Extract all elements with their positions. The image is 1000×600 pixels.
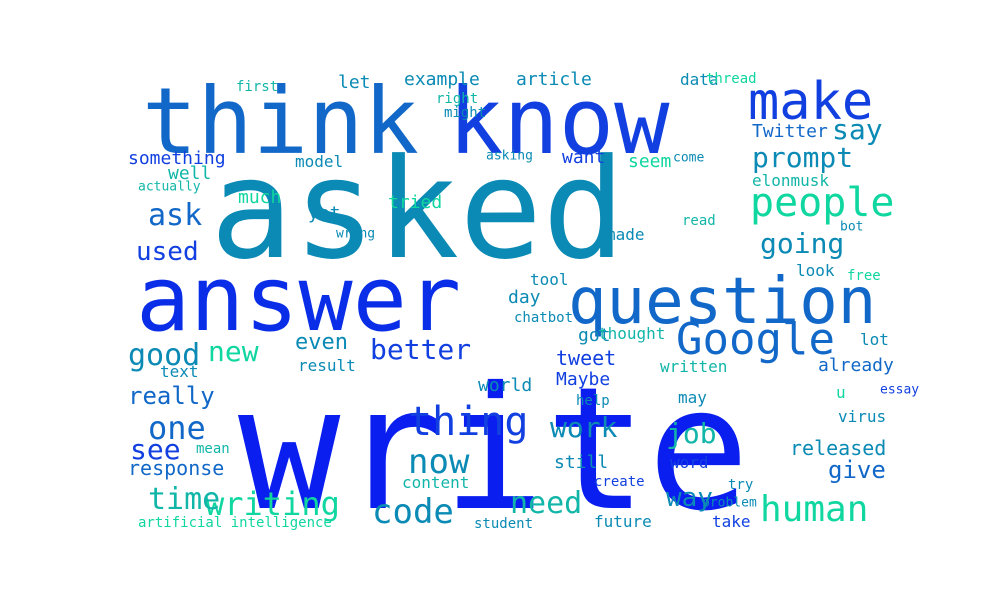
cloud-word-prompt: prompt	[752, 141, 854, 174]
cloud-word-think: think	[142, 68, 419, 175]
cloud-word-text: text	[160, 362, 199, 381]
cloud-word-bot: bot	[840, 219, 864, 235]
cloud-word-tool: tool	[530, 270, 569, 289]
cloud-word-read: read	[682, 213, 716, 229]
cloud-word-work: work	[550, 411, 618, 444]
cloud-word-answer: answer	[136, 247, 462, 352]
cloud-word-got: got	[578, 325, 611, 346]
cloud-word-people: people	[750, 180, 895, 226]
cloud-word-need: need	[510, 486, 583, 521]
cloud-word-thing: thing	[408, 399, 529, 445]
cloud-word-yet: yet	[308, 203, 341, 224]
cloud-word-time: time	[148, 482, 221, 517]
cloud-word-let: let	[338, 72, 371, 93]
cloud-word-first: first	[236, 79, 279, 95]
cloud-word-well: well	[168, 163, 212, 184]
cloud-word-create: create	[594, 474, 645, 490]
cloud-word-new: new	[208, 335, 259, 368]
cloud-word-know: know	[448, 68, 670, 175]
cloud-word-future: future	[594, 512, 652, 531]
cloud-word-right: right	[436, 91, 479, 107]
cloud-word-content: content	[402, 473, 470, 492]
cloud-word-see: see	[130, 433, 181, 466]
cloud-word-written: written	[660, 357, 728, 376]
cloud-word-virus: virus	[838, 407, 887, 426]
cloud-word-twitter: Twitter	[752, 121, 828, 142]
cloud-word-model: model	[295, 152, 344, 171]
cloud-word-even: even	[295, 330, 348, 355]
cloud-word-want: want	[562, 147, 606, 168]
cloud-word-come: come	[673, 150, 705, 166]
cloud-word-really: really	[128, 382, 215, 410]
cloud-word-result: result	[298, 356, 356, 375]
cloud-word-good: good	[128, 338, 201, 373]
cloud-word-way: way	[666, 483, 713, 513]
cloud-word-better: better	[370, 333, 472, 366]
cloud-word-now: now	[408, 442, 470, 482]
cloud-word-u: u	[836, 383, 846, 402]
cloud-word-job: job	[666, 417, 717, 450]
cloud-word-released: released	[790, 436, 887, 460]
cloud-word-tried: tried	[388, 192, 443, 213]
cloud-word-asking: asking	[486, 148, 533, 164]
cloud-word-one: one	[148, 409, 206, 447]
cloud-word-something: something	[128, 148, 226, 169]
cloud-word-much: much	[238, 187, 282, 208]
cloud-word-data: data	[680, 70, 719, 89]
cloud-word-problem: problem	[702, 495, 757, 511]
cloud-word-free: free	[847, 268, 881, 284]
cloud-word-ask: ask	[148, 198, 203, 233]
cloud-word-tweet: tweet	[556, 346, 617, 370]
cloud-word-response: response	[128, 456, 225, 480]
cloud-word-thread: thread	[706, 71, 757, 87]
cloud-word-look: look	[796, 261, 835, 280]
cloud-word-code: code	[372, 492, 454, 532]
cloud-word-help: help	[576, 393, 610, 409]
cloud-word-used: used	[136, 237, 199, 267]
cloud-word-wrong: wrong	[336, 226, 376, 242]
cloud-word-made: made	[606, 225, 645, 244]
cloud-word-word: word	[670, 453, 709, 472]
cloud-word-actually: actually	[138, 179, 201, 195]
cloud-word-google: Google	[676, 314, 835, 365]
cloud-word-question: question	[568, 265, 877, 339]
cloud-word-may: may	[678, 388, 707, 407]
cloud-word-elonmusk: elonmusk	[752, 171, 830, 190]
cloud-word-chatbot: chatbot	[514, 310, 574, 326]
cloud-word-write: write	[238, 351, 750, 549]
cloud-word-still: still	[554, 452, 609, 473]
cloud-word-thought: thought	[598, 324, 666, 343]
cloud-word-world: world	[478, 375, 533, 396]
cloud-word-day: day	[508, 287, 541, 308]
cloud-word-asked: asked	[210, 129, 626, 290]
cloud-word-essay: essay	[880, 382, 920, 398]
cloud-word-already: already	[818, 355, 894, 376]
cloud-word-human: human	[760, 489, 869, 530]
cloud-word-artificial-intelligence: artificial intelligence	[138, 515, 332, 531]
cloud-word-might: might	[444, 105, 487, 121]
cloud-word-article: article	[516, 69, 592, 90]
cloud-word-writing: writing	[205, 485, 340, 523]
cloud-word-mean: mean	[196, 441, 230, 457]
cloud-word-example: example	[404, 69, 480, 90]
cloud-word-say: say	[832, 113, 883, 146]
cloud-word-lot: lot	[860, 330, 889, 349]
cloud-word-going: going	[760, 227, 845, 260]
cloud-word-maybe: Maybe	[556, 369, 611, 390]
cloud-word-take: take	[712, 512, 751, 531]
cloud-word-make: make	[748, 72, 874, 132]
cloud-word-seem: seem	[628, 151, 672, 172]
cloud-word-give: give	[828, 456, 886, 484]
cloud-word-student: student	[474, 516, 534, 532]
cloud-word-try: try	[728, 477, 754, 493]
